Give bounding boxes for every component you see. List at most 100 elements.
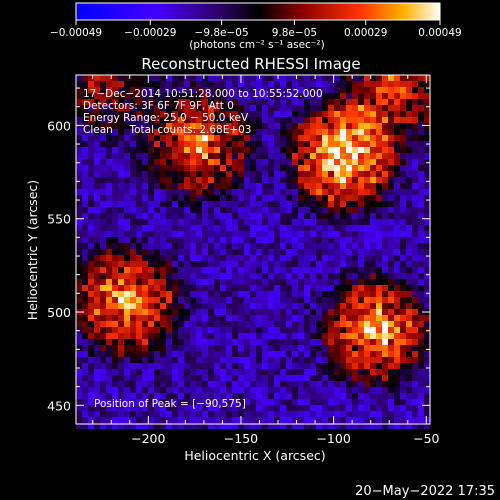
heatmap-cell (202, 369, 208, 375)
heatmap-cell (388, 147, 394, 153)
heatmap-cell (364, 297, 370, 303)
heatmap-cell (286, 171, 292, 177)
heatmap-cell (394, 375, 400, 381)
heatmap-cell (112, 111, 118, 117)
heatmap-cell (394, 219, 400, 225)
heatmap-cell (244, 75, 250, 81)
heatmap-cell (262, 279, 268, 285)
heatmap-cell (400, 159, 406, 165)
heatmap-cell (100, 117, 106, 123)
heatmap-cell (298, 237, 304, 243)
heatmap-cell (142, 171, 148, 177)
heatmap-cell (136, 255, 142, 261)
heatmap-cell (286, 411, 292, 417)
heatmap-cell (172, 405, 178, 411)
heatmap-cell (400, 237, 406, 243)
heatmap-cell (160, 117, 166, 123)
heatmap-cell (226, 351, 232, 357)
heatmap-cell (346, 363, 352, 369)
heatmap-cell (172, 375, 178, 381)
heatmap-cell (292, 351, 298, 357)
heatmap-cell (190, 111, 196, 117)
heatmap-cell (112, 165, 118, 171)
heatmap-cell (280, 219, 286, 225)
heatmap-cell (244, 183, 250, 189)
heatmap-cell (124, 381, 130, 387)
heatmap-cell (298, 87, 304, 93)
heatmap-cell (160, 285, 166, 291)
heatmap-cell (226, 231, 232, 237)
heatmap-cell (376, 315, 382, 321)
heatmap-cell (250, 345, 256, 351)
heatmap-cell (256, 207, 262, 213)
heatmap-cell (310, 147, 316, 153)
heatmap-cell (112, 303, 118, 309)
heatmap-cell (328, 375, 334, 381)
heatmap-cell (286, 189, 292, 195)
heatmap-cell (412, 369, 418, 375)
heatmap-cell (268, 93, 274, 99)
heatmap-cell (142, 369, 148, 375)
heatmap-cell (274, 147, 280, 153)
heatmap-cell (226, 285, 232, 291)
heatmap-cell (166, 225, 172, 231)
heatmap-cell (100, 183, 106, 189)
heatmap-cell (346, 303, 352, 309)
heatmap-cell (82, 279, 88, 285)
heatmap-cell (244, 327, 250, 333)
heatmap-cell (292, 405, 298, 411)
heatmap-cell (82, 105, 88, 111)
heatmap-cell (94, 267, 100, 273)
heatmap-cell (82, 375, 88, 381)
heatmap-cell (346, 195, 352, 201)
heatmap-cell (148, 285, 154, 291)
heatmap-cell (136, 171, 142, 177)
heatmap-cell (202, 327, 208, 333)
heatmap-cell (232, 177, 238, 183)
heatmap-cell (112, 333, 118, 339)
heatmap-cell (106, 249, 112, 255)
heatmap-cell (346, 399, 352, 405)
heatmap-cell (112, 279, 118, 285)
heatmap-cell (244, 93, 250, 99)
heatmap-cell (106, 207, 112, 213)
heatmap-cell (232, 351, 238, 357)
heatmap-cell (154, 309, 160, 315)
heatmap-cell (274, 87, 280, 93)
heatmap-cell (238, 261, 244, 267)
heatmap-cell (106, 375, 112, 381)
heatmap-cell (400, 357, 406, 363)
heatmap-cell (238, 87, 244, 93)
heatmap-cell (226, 369, 232, 375)
heatmap-cell (172, 315, 178, 321)
heatmap-cell (238, 189, 244, 195)
heatmap-cell (118, 291, 124, 297)
heatmap-cell (232, 399, 238, 405)
heatmap-cell (424, 387, 430, 393)
heatmap-cell (274, 195, 280, 201)
heatmap-cell (376, 363, 382, 369)
heatmap-cell (340, 195, 346, 201)
heatmap-cell (226, 357, 232, 363)
heatmap-cell (292, 177, 298, 183)
heatmap-cell (382, 351, 388, 357)
heatmap-cell (112, 225, 118, 231)
heatmap-cell (208, 357, 214, 363)
heatmap-cell (244, 381, 250, 387)
heatmap-cell (286, 165, 292, 171)
heatmap-cell (154, 135, 160, 141)
heatmap-cell (136, 183, 142, 189)
heatmap-cell (130, 351, 136, 357)
heatmap-cell (298, 171, 304, 177)
heatmap-cell (418, 93, 424, 99)
heatmap-cell (346, 309, 352, 315)
heatmap-cell (178, 219, 184, 225)
heatmap-cell (418, 273, 424, 279)
heatmap-cell (400, 117, 406, 123)
heatmap-cell (424, 369, 430, 375)
heatmap-cell (298, 267, 304, 273)
heatmap-cell (316, 165, 322, 171)
heatmap-cell (370, 291, 376, 297)
heatmap-cell (214, 321, 220, 327)
heatmap-cell (100, 153, 106, 159)
